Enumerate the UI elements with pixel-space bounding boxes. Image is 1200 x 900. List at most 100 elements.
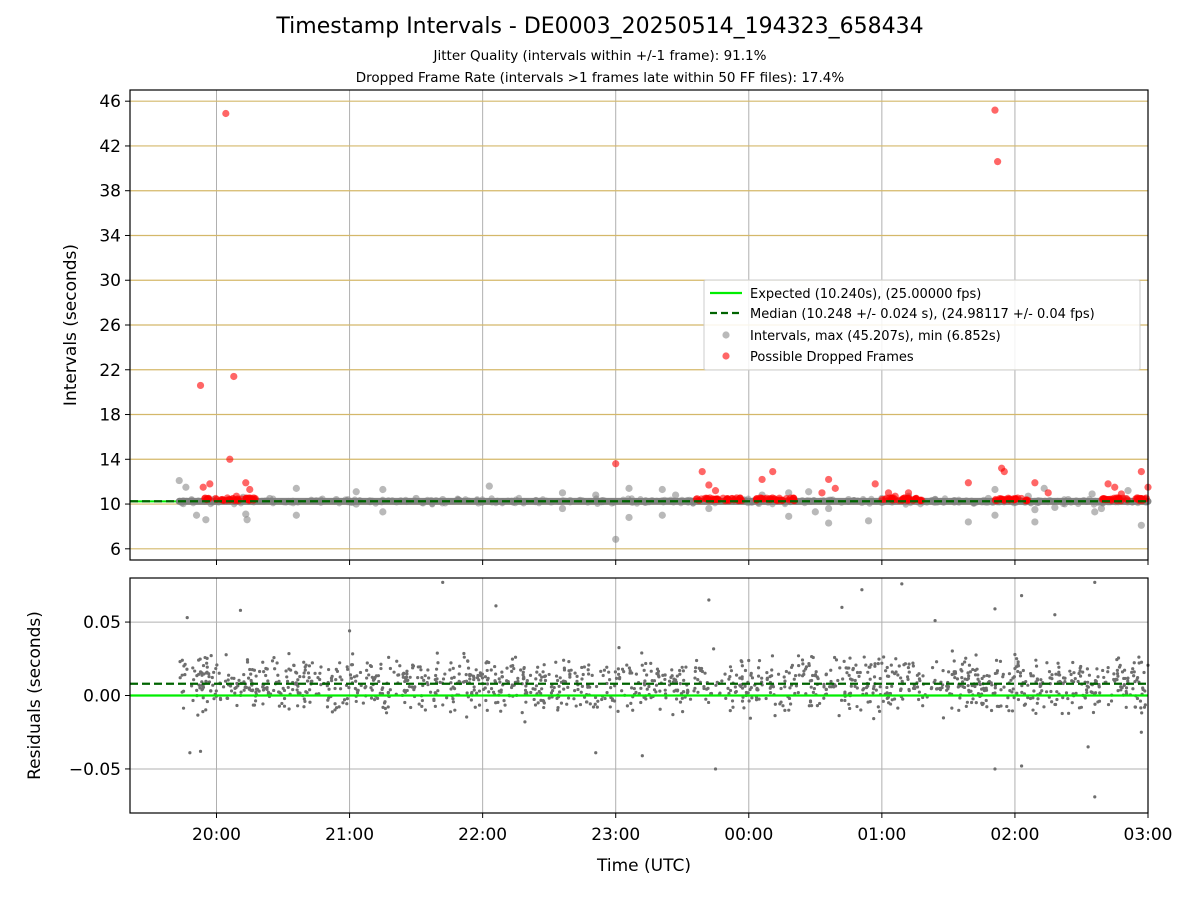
residual-point <box>486 676 490 680</box>
residual-point <box>352 675 357 679</box>
interval-point <box>485 482 493 490</box>
residual-point <box>860 588 864 592</box>
residual-point <box>897 664 901 668</box>
residual-point <box>576 687 580 692</box>
dropped-frame-point <box>769 467 777 476</box>
residual-point <box>847 673 851 677</box>
dropped-frame-point <box>758 475 766 484</box>
residual-point <box>768 690 773 695</box>
interval-point <box>658 511 666 519</box>
residual-point <box>692 689 696 693</box>
residual-point <box>217 671 221 675</box>
residual-point <box>481 687 486 692</box>
residual-point <box>773 702 777 706</box>
residual-point <box>423 708 428 712</box>
residual-point <box>181 706 186 710</box>
residual-point <box>658 689 662 693</box>
residual-point <box>449 687 453 691</box>
residual-point <box>770 668 774 672</box>
residual-point <box>473 705 477 709</box>
residual-point <box>966 683 970 688</box>
residual-point <box>696 678 700 682</box>
residual-point <box>902 663 906 667</box>
residual-point <box>302 660 306 664</box>
residual-point <box>718 691 722 695</box>
interval-point <box>292 484 300 492</box>
residual-point <box>829 668 833 672</box>
residual-point <box>1013 652 1017 657</box>
residual-point <box>307 664 312 668</box>
residual-point <box>555 678 560 683</box>
residual-point <box>993 767 997 771</box>
residual-point <box>275 661 279 665</box>
dropped-frame-point <box>1104 480 1112 488</box>
residual-point <box>640 651 644 655</box>
residual-point <box>881 699 885 703</box>
residual-point <box>451 666 455 670</box>
residual-point <box>386 690 390 695</box>
residual-point <box>295 688 299 692</box>
residual-point <box>1142 705 1147 709</box>
residual-point <box>1064 691 1069 695</box>
interval-point <box>532 497 540 505</box>
interval-point <box>676 497 683 504</box>
residual-point <box>302 671 306 675</box>
residual-point <box>554 660 558 664</box>
residual-point <box>347 686 351 690</box>
residual-point <box>838 666 842 670</box>
residual-point <box>872 675 877 679</box>
residual-point <box>647 684 651 689</box>
residual-point <box>783 679 787 683</box>
residual-point <box>740 699 745 703</box>
residuals-y-tick-label: −0.05 <box>69 760 121 780</box>
residual-point <box>470 690 474 695</box>
residual-point <box>974 701 978 705</box>
residual-point <box>249 678 253 683</box>
residual-point <box>1142 670 1146 675</box>
residual-point <box>573 689 577 693</box>
residual-point <box>982 674 986 678</box>
residual-point <box>729 669 734 673</box>
residual-point <box>747 658 751 663</box>
residual-point <box>405 672 409 676</box>
residual-point <box>1131 667 1135 671</box>
residual-point <box>703 671 707 675</box>
residual-point <box>474 668 478 672</box>
residual-point <box>612 699 617 703</box>
residual-point <box>498 680 502 684</box>
residual-point <box>728 709 732 713</box>
residual-point <box>862 655 866 659</box>
residual-point <box>776 672 781 676</box>
residual-point <box>215 663 219 667</box>
dropped-frame-point <box>1044 489 1052 497</box>
residual-point <box>973 668 977 673</box>
residual-point <box>580 665 584 670</box>
residual-point <box>1120 686 1124 690</box>
residual-point <box>917 690 921 694</box>
residual-point <box>1126 676 1130 680</box>
residual-point <box>1138 699 1143 703</box>
residual-point <box>1066 696 1070 701</box>
residual-point <box>346 667 350 671</box>
residual-point <box>1050 673 1054 677</box>
residual-point <box>302 697 306 701</box>
residual-point <box>889 663 893 667</box>
residual-point <box>1061 681 1065 686</box>
residual-point <box>1055 690 1059 694</box>
interval-point <box>202 516 210 524</box>
interval-point <box>558 489 567 497</box>
residual-point <box>1087 673 1092 677</box>
residual-point <box>1016 660 1020 664</box>
residual-point <box>287 667 291 671</box>
residual-point <box>853 678 857 683</box>
residual-point <box>993 691 997 695</box>
residual-point <box>410 685 414 689</box>
residual-point <box>276 673 280 677</box>
dropped-frame-point <box>904 489 913 497</box>
residual-point <box>565 702 569 706</box>
residual-point <box>521 670 525 674</box>
residual-point <box>242 688 246 692</box>
residual-point <box>872 717 876 721</box>
residual-point <box>472 685 476 689</box>
residual-point <box>862 687 866 691</box>
